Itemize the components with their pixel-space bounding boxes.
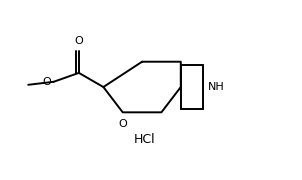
Text: O: O	[43, 77, 51, 87]
Text: HCl: HCl	[134, 133, 156, 146]
Text: O: O	[75, 36, 83, 46]
Text: NH: NH	[207, 82, 224, 92]
Text: O: O	[118, 119, 127, 129]
